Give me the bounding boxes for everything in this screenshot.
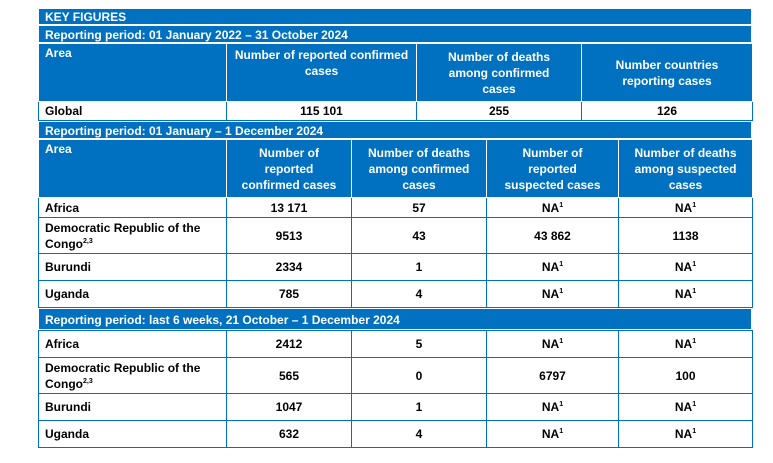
footnote-ref: 1 xyxy=(692,201,697,209)
row-value: NA1 xyxy=(486,330,619,358)
row-value: 126 xyxy=(581,101,753,121)
table-row: Africa 2412 5 NA1 NA1 xyxy=(38,330,753,358)
header-area: Area xyxy=(38,43,227,102)
row-value: 0 xyxy=(351,357,487,394)
footnote-ref: 1 xyxy=(559,288,564,295)
table-row: Burundi 2334 1 NA1 NA1 xyxy=(38,253,753,281)
row-value: 785 xyxy=(226,280,352,308)
row-value: 2334 xyxy=(226,253,352,281)
row-value: NA1 xyxy=(486,420,619,448)
table-row: Uganda 785 4 NA1 NA1 xyxy=(38,280,753,308)
section1-table: Area Number of reported confirmed cases … xyxy=(38,43,753,121)
table-row: Democratic Republic of the Congo2,3 565 0 6… xyxy=(38,357,753,394)
key-figures-table: KEY FIGURES Reporting period: 01 January… xyxy=(38,8,753,448)
row-value: 1 xyxy=(351,253,487,281)
row-value: 9513 xyxy=(226,217,352,254)
footnote-ref: 1 xyxy=(559,338,564,345)
row-value: 2412 xyxy=(226,330,352,358)
table-row: Uganda 632 4 NA1 NA1 xyxy=(38,420,753,448)
row-value: 57 xyxy=(351,197,487,218)
footnote-ref: 1 xyxy=(692,261,697,268)
row-value: NA1 xyxy=(486,253,619,281)
row-value: 6797 xyxy=(486,357,619,394)
section2-period: Reporting period: 01 January – 1 Decembe… xyxy=(38,121,752,139)
row-value: NA1 xyxy=(618,393,753,421)
footnote-ref: 1 xyxy=(559,201,564,209)
header-area: Area xyxy=(38,139,227,198)
row-area: Uganda xyxy=(38,420,227,448)
row-value: 4 xyxy=(351,420,487,448)
row-value: 13 171 xyxy=(226,197,352,218)
footnote-ref: 2,3 xyxy=(83,237,93,245)
row-value: 115 101 xyxy=(226,101,417,121)
row-area: Global xyxy=(38,101,227,121)
footnote-ref: 1 xyxy=(692,428,697,435)
row-area: Burundi xyxy=(38,393,227,421)
row-value: 632 xyxy=(226,420,352,448)
header-confirmed-deaths: Number of deaths among confirmed cases xyxy=(351,139,487,198)
row-value: NA1 xyxy=(618,253,753,281)
row-value: NA1 xyxy=(618,420,753,448)
section3-period: Reporting period: last 6 weeks, 21 Octob… xyxy=(38,308,752,330)
row-area: Democratic Republic of the Congo2,3 xyxy=(38,217,227,254)
header-countries-reporting: Number countries reporting cases xyxy=(581,43,753,102)
table-row: Global 115 101 255 126 xyxy=(38,101,753,121)
row-value: 43 862 xyxy=(486,217,619,254)
header-confirmed-deaths: Number of deaths among confirmed cases xyxy=(416,43,582,102)
row-value: 565 xyxy=(226,357,352,394)
row-area: Uganda xyxy=(38,280,227,308)
footnote-ref: 1 xyxy=(692,338,697,345)
row-value: NA1 xyxy=(486,280,619,308)
footnote-ref: 1 xyxy=(559,261,564,268)
section3-table: Africa 2412 5 NA1 NA1 Democratic Republic of … xyxy=(38,330,753,448)
section1-period: Reporting period: 01 January 2022 – 31 O… xyxy=(38,25,752,43)
row-area: Africa xyxy=(38,197,227,218)
footnote-ref: 1 xyxy=(692,401,697,408)
table-row: Africa 13 171 57 NA1 NA1 xyxy=(38,197,753,218)
header-suspected-cases: Number of reported suspected cases xyxy=(486,139,619,198)
footnote-ref: 2,3 xyxy=(83,377,93,385)
footnote-ref: 1 xyxy=(559,428,564,435)
row-value: 43 xyxy=(351,217,487,254)
row-area: Burundi xyxy=(38,253,227,281)
row-value: NA1 xyxy=(618,330,753,358)
section2-table: Area Number of reported confirmed cases … xyxy=(38,139,753,308)
row-value: 100 xyxy=(618,357,753,394)
row-area: Africa xyxy=(38,330,227,358)
key-figures-title: KEY FIGURES xyxy=(38,8,752,25)
row-value: 4 xyxy=(351,280,487,308)
header-suspected-deaths: Number of deaths among suspected cases xyxy=(618,139,753,198)
row-value: 1047 xyxy=(226,393,352,421)
footnote-ref: 1 xyxy=(559,401,564,408)
table-row: Democratic Republic of the Congo2,3 9513 4… xyxy=(38,217,753,254)
header-confirmed-cases: Number of reported confirmed cases xyxy=(226,139,352,198)
row-value: NA1 xyxy=(486,393,619,421)
row-value: 255 xyxy=(416,101,582,121)
row-value: NA1 xyxy=(618,197,753,218)
row-value: 5 xyxy=(351,330,487,358)
row-value: NA1 xyxy=(486,197,619,218)
header-confirmed-cases: Number of reported confirmed cases xyxy=(226,43,417,102)
row-area: Democratic Republic of the Congo2,3 xyxy=(38,357,227,394)
table-row: Burundi 1047 1 NA1 NA1 xyxy=(38,393,753,421)
footnote-ref: 1 xyxy=(692,288,697,295)
row-value: 1138 xyxy=(618,217,753,254)
row-value: 1 xyxy=(351,393,487,421)
row-value: NA1 xyxy=(618,280,753,308)
